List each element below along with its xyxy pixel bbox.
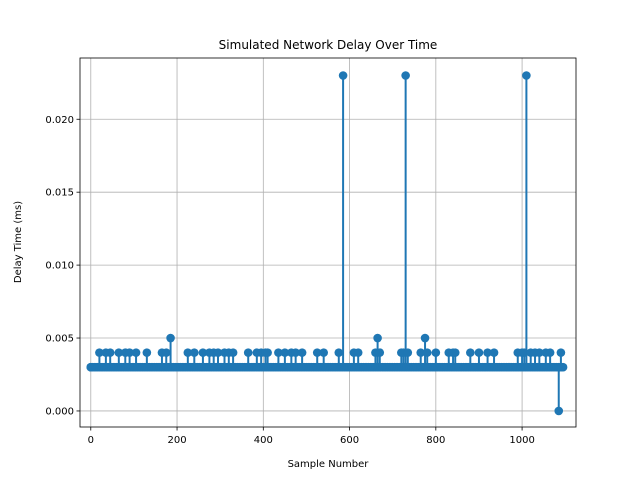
data-point [338, 71, 348, 80]
data-point [489, 348, 499, 357]
data-point [105, 348, 115, 357]
data-point [545, 348, 555, 357]
data-point [334, 348, 344, 357]
data-point [189, 348, 199, 357]
chart-title: Simulated Network Delay Over Time [219, 38, 438, 52]
data-point [263, 348, 272, 357]
y-tick-label: 0.020 [45, 115, 74, 126]
data-point [519, 348, 529, 357]
data-point [228, 348, 238, 357]
data-point [142, 348, 152, 357]
grid-lines [80, 58, 576, 427]
data-point [483, 348, 492, 357]
data-markers [86, 71, 568, 416]
data-point [131, 348, 141, 357]
data-point [198, 348, 208, 357]
x-tick-label: 800 [426, 435, 445, 446]
y-axis-label: Delay Time (ms) [13, 201, 24, 283]
x-tick-label: 0 [88, 435, 94, 446]
y-tick-label: 0.010 [45, 261, 74, 272]
data-point [373, 333, 382, 343]
data-point [280, 348, 290, 357]
plot-frame [79, 57, 577, 428]
plot-area [80, 58, 576, 427]
data-point [401, 71, 410, 80]
data-point [554, 406, 564, 416]
data-point [403, 348, 413, 357]
data-point [431, 348, 441, 357]
x-tick-label: 400 [254, 435, 273, 446]
data-point [213, 348, 223, 357]
data-point [95, 348, 104, 357]
data-point [535, 348, 544, 357]
data-point [183, 348, 193, 357]
y-tick-label: 0.015 [45, 188, 74, 199]
data-point [297, 348, 307, 357]
data-point [422, 348, 432, 357]
data-point [312, 348, 322, 357]
x-axis-ticks: 0 200 400 600 800 1000 [88, 427, 535, 446]
x-tick-label: 200 [167, 435, 186, 446]
data-point [522, 71, 531, 80]
data-point [353, 348, 363, 357]
data-point [319, 348, 328, 357]
data-point [474, 348, 484, 357]
data-point [416, 348, 426, 357]
data-point [114, 348, 124, 357]
data-point [556, 348, 566, 357]
x-tick-label: 600 [340, 435, 359, 446]
data-point [243, 348, 253, 357]
data-point [420, 333, 430, 343]
y-tick-label: 0.000 [45, 406, 74, 417]
y-axis-ticks: 0.000 0.005 0.010 0.015 0.020 [45, 115, 80, 417]
data-point [161, 348, 171, 357]
data-point [125, 348, 134, 357]
y-tick-label: 0.005 [45, 334, 74, 345]
data-point [450, 348, 460, 357]
x-axis-label: Sample Number [288, 459, 370, 470]
data-point [466, 348, 475, 357]
data-point [375, 348, 385, 357]
data-point [291, 348, 300, 357]
data-point [274, 348, 283, 357]
data-point [166, 333, 175, 343]
baseline-point [557, 362, 567, 372]
x-tick-label: 1000 [509, 435, 534, 446]
